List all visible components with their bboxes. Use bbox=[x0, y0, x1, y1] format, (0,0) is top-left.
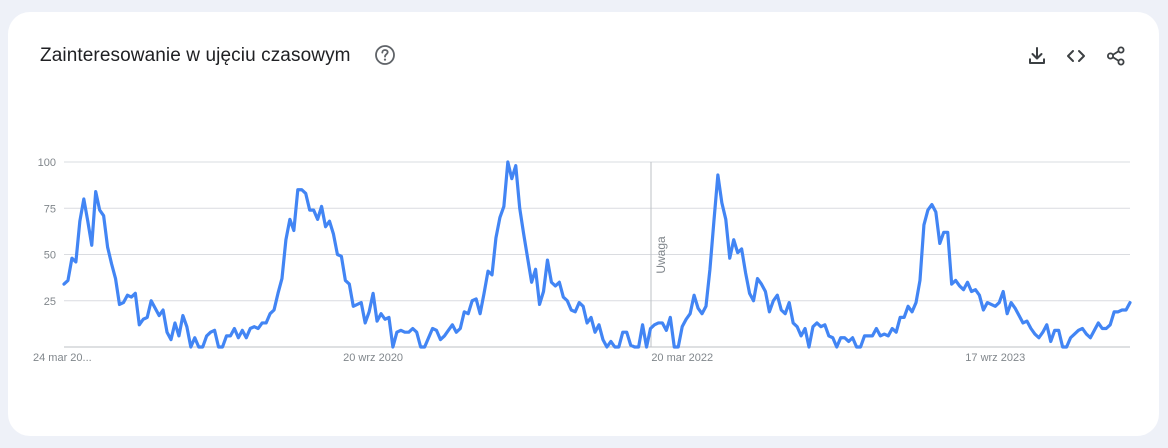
y-tick-label: 50 bbox=[44, 250, 56, 262]
x-tick-label: 20 wrz 2020 bbox=[343, 352, 403, 364]
page-title: Zainteresowanie w ujęciu czasowym bbox=[40, 45, 351, 66]
embed-code-icon[interactable] bbox=[1065, 45, 1087, 67]
x-tick-label: 17 wrz 2023 bbox=[965, 352, 1025, 364]
y-tick-label: 75 bbox=[44, 203, 56, 215]
share-icon[interactable] bbox=[1105, 45, 1127, 67]
download-icon[interactable] bbox=[1026, 45, 1048, 67]
series-line bbox=[62, 160, 1132, 349]
chart-card: Zainteresowanie w ujęciu czasowym bbox=[8, 12, 1159, 436]
help-circle-icon[interactable] bbox=[374, 44, 396, 66]
y-tick-label: 100 bbox=[38, 157, 56, 169]
x-tick-label: 20 mar 2022 bbox=[651, 352, 713, 364]
y-tick-label: 25 bbox=[44, 296, 56, 308]
x-tick-label: 24 mar 20... bbox=[33, 352, 92, 364]
annotation-label[interactable]: Uwaga bbox=[654, 236, 668, 274]
